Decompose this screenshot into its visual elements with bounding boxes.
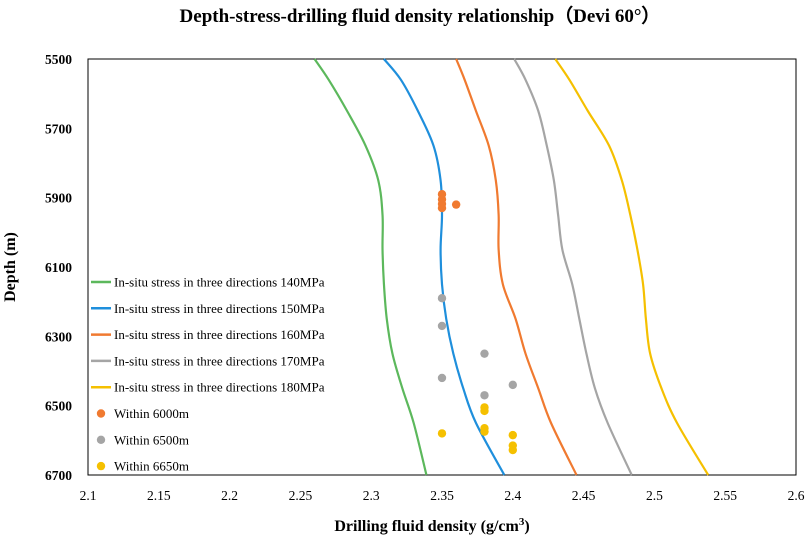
y-axis-title: Depth (m) <box>2 232 19 302</box>
series-lines <box>313 58 710 476</box>
x-tick-label: 2.5 <box>646 488 663 503</box>
data-point-series-8 <box>437 429 447 438</box>
legend-item-label: Within 6650m <box>114 459 189 474</box>
data-point-series-6 <box>437 203 447 213</box>
series-line-5 <box>554 58 710 476</box>
y-tick-label: 5500 <box>45 52 72 67</box>
legend-item-label: In-situ stress in three directions 160MP… <box>114 327 325 342</box>
x-axis-title-end: ) <box>524 518 529 535</box>
data-point-series-7 <box>437 294 447 303</box>
legend-swatch-marker <box>96 435 106 444</box>
x-tick-label: 2.3 <box>363 488 380 503</box>
x-axis-title: Drilling fluid density (g/cm3) <box>334 516 529 535</box>
x-tick-label: 2.35 <box>430 488 454 503</box>
legend-item-label: Within 6000m <box>114 406 189 421</box>
data-point-series-7 <box>508 380 517 390</box>
legend-item-label: In-situ stress in three directions 140MP… <box>114 275 325 290</box>
legend-item-label: In-situ stress in three directions 180MP… <box>114 380 325 395</box>
data-point-series-8 <box>508 430 517 440</box>
y-tick-label: 5700 <box>45 121 72 136</box>
series-line-4 <box>513 58 633 476</box>
legend-item-label: In-situ stress in three directions 150MP… <box>114 301 325 316</box>
y-tick-label: 6500 <box>45 399 72 414</box>
legend-swatch-marker <box>96 461 106 471</box>
x-tick-label: 2.4 <box>504 488 521 503</box>
plot-area-frame <box>87 58 797 476</box>
legend-item-label: Within 6500m <box>114 432 189 447</box>
x-tick-label: 2.6 <box>788 488 805 503</box>
series-line-2 <box>383 58 506 476</box>
y-tick-label: 6700 <box>45 468 72 483</box>
series-line-3 <box>455 58 578 476</box>
y-tick-label: 5900 <box>45 191 72 206</box>
data-point-series-8 <box>480 427 489 436</box>
chart-title: Depth-stress-drilling fluid density rela… <box>180 4 661 27</box>
y-tick-label: 6100 <box>45 260 72 275</box>
x-tick-label: 2.15 <box>147 488 171 503</box>
legend: In-situ stress in three directions 140MP… <box>91 275 325 474</box>
y-axis: 5500 5700 5900 6100 6300 6500 6700 <box>45 52 72 483</box>
data-point-series-8 <box>480 406 489 416</box>
data-point-series-8 <box>508 445 517 455</box>
data-point-series-7 <box>480 391 489 400</box>
x-tick-label: 2.45 <box>572 488 596 503</box>
x-tick-label: 2.1 <box>80 488 97 503</box>
series-points <box>437 190 517 455</box>
legend-swatch-marker <box>96 409 106 418</box>
x-tick-label: 2.2 <box>221 488 238 503</box>
data-point-series-7 <box>437 373 447 383</box>
legend-item-label: In-situ stress in three directions 170MP… <box>114 353 325 368</box>
series-line-1 <box>313 58 428 476</box>
y-tick-label: 6300 <box>45 329 72 344</box>
x-axis: 2.1 2.15 2.2 2.25 2.3 2.35 2.4 2.45 2.5 2.55 2.6 <box>80 488 805 503</box>
x-axis-title-superscript: 3 <box>519 516 525 528</box>
data-point-series-7 <box>480 349 489 358</box>
data-point-series-7 <box>437 321 447 331</box>
x-tick-label: 2.55 <box>713 488 737 503</box>
x-axis-title-main: Drilling fluid density (g/cm <box>334 518 519 535</box>
x-tick-label: 2.25 <box>289 488 313 503</box>
data-point-series-6 <box>451 200 461 209</box>
